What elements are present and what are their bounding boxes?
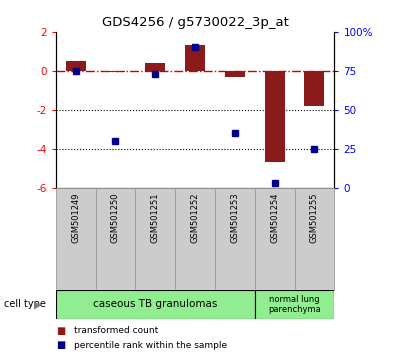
Bar — [175, 188, 215, 290]
Text: GSM501252: GSM501252 — [191, 193, 199, 243]
Text: percentile rank within the sample: percentile rank within the sample — [74, 341, 227, 350]
Bar — [304, 71, 324, 106]
Text: GSM501255: GSM501255 — [310, 193, 319, 243]
Bar — [96, 188, 135, 290]
Bar — [255, 290, 334, 319]
Text: GSM501251: GSM501251 — [151, 193, 160, 243]
Bar — [185, 46, 205, 71]
Text: GSM501253: GSM501253 — [230, 193, 239, 244]
Text: transformed count: transformed count — [74, 326, 158, 336]
Text: GSM501250: GSM501250 — [111, 193, 120, 243]
Bar — [295, 188, 334, 290]
Bar — [56, 188, 96, 290]
Text: normal lung
parenchyma: normal lung parenchyma — [268, 295, 321, 314]
Text: GSM501249: GSM501249 — [71, 193, 80, 243]
Bar — [255, 188, 295, 290]
Bar — [265, 71, 285, 162]
Text: caseous TB granulomas: caseous TB granulomas — [93, 299, 217, 309]
Bar — [135, 188, 175, 290]
Bar — [145, 63, 165, 71]
Text: ■: ■ — [56, 326, 65, 336]
Text: ▶: ▶ — [34, 299, 41, 309]
Text: cell type: cell type — [4, 299, 46, 309]
Text: ■: ■ — [56, 340, 65, 350]
Bar — [66, 61, 86, 71]
Bar — [215, 188, 255, 290]
Bar — [225, 71, 245, 77]
Bar — [105, 71, 125, 72]
Title: GDS4256 / g5730022_3p_at: GDS4256 / g5730022_3p_at — [101, 16, 289, 29]
Text: GSM501254: GSM501254 — [270, 193, 279, 243]
Bar — [56, 290, 255, 319]
